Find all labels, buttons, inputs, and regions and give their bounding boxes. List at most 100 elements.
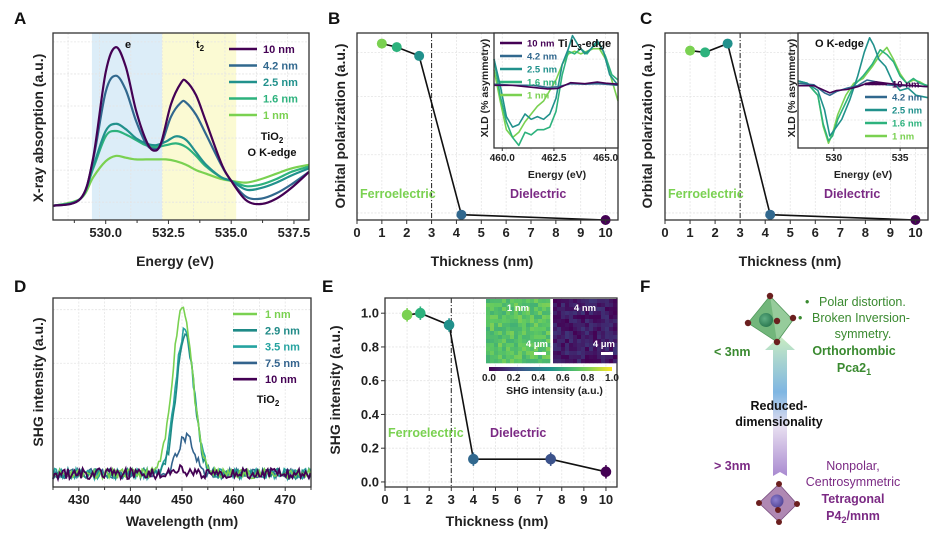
c-dielectric-label: Dielectric: [824, 187, 880, 201]
heatmap-cell: [498, 335, 503, 340]
inset-background: [494, 33, 618, 148]
series-line-4-2-nm: [52, 74, 310, 207]
x-tick-label: 9: [887, 225, 894, 240]
heatmap-cell: [565, 315, 570, 320]
heatmap-cell: [569, 327, 574, 332]
heatmap-cell: [597, 307, 602, 312]
inset-frame: [493, 32, 619, 149]
heatmap-cell: [593, 359, 598, 364]
heatmap-cell: [557, 347, 562, 352]
panel-d-shg-spectra: 430 440 450 460 470 1 nm 2.9 nm 3.5 nm 7.5 nm 10 …: [52, 297, 312, 507]
heatmap-cell: [526, 343, 531, 348]
heatmap-cell: [514, 299, 519, 304]
heatmap-cell: [514, 327, 519, 332]
data-point: [685, 45, 696, 56]
heatmap-cell: [613, 331, 618, 336]
heatmap-cell: [569, 319, 574, 324]
polar-distortion-text: Polar distortion.: [819, 295, 906, 309]
heatmap-cell: [502, 331, 507, 336]
legend-label: 7.5 nm: [265, 358, 300, 370]
x-tick-label: 8: [862, 225, 869, 240]
c-inset-xlabel: Energy (eV): [834, 169, 892, 181]
heatmap-cell: [561, 359, 566, 364]
heatmap-cell: [542, 347, 547, 352]
heatmap-cell: [605, 335, 610, 340]
heatmap-cell: [510, 335, 515, 340]
heatmap-cell: [557, 303, 562, 308]
legend-label: 4.2 nm: [263, 61, 298, 73]
e-dielectric-label: Dielectric: [490, 426, 546, 440]
heatmap-cell: [534, 319, 539, 324]
heatmap-cell: [534, 339, 539, 344]
heatmap-cell: [498, 303, 503, 308]
legend-label: 10 nm: [263, 44, 295, 56]
bullet-1: •: [805, 295, 809, 309]
heatmap-cell: [553, 315, 558, 320]
heatmap-title: 4 nm: [574, 303, 596, 314]
inset-series-2-5-nm: [797, 37, 929, 137]
heatmap-cell: [526, 335, 531, 340]
heatmap-cell: [581, 299, 586, 304]
heatmap-cell: [502, 299, 507, 304]
tetragonal-text: Tetragonal: [822, 492, 885, 506]
heatmap-cell: [589, 343, 594, 348]
heatmap-cell: [522, 355, 527, 360]
heatmap-cell: [522, 343, 527, 348]
heatmap-cell: [542, 327, 547, 332]
heatmap-cell: [494, 343, 499, 348]
panel-label-d: D: [14, 277, 26, 296]
x-tick-label: 537.5: [278, 225, 311, 240]
x-tick-label: 1: [686, 225, 693, 240]
heatmap-cell: [569, 315, 574, 320]
heatmap-cell: [605, 339, 610, 344]
orthorhombic-text: Orthorhombic: [812, 344, 895, 358]
heatmap-cell: [542, 303, 547, 308]
heatmap-cell: [577, 311, 582, 316]
heatmap-cell: [486, 351, 491, 356]
broken-inversion-text: Broken Inversion-: [812, 311, 910, 325]
heatmap-cell: [542, 311, 547, 316]
heatmap-cell: [538, 299, 543, 304]
series-line-1-nm: [52, 154, 310, 207]
x-tick-label: 6: [503, 225, 510, 240]
heatmap-cell: [530, 315, 535, 320]
panel-a-annotations: e t2 TiO2 O K-edge: [125, 39, 296, 159]
x-tick-label: 3: [428, 225, 435, 240]
heatmap-cell: [534, 311, 539, 316]
heatmap-cell: [569, 347, 574, 352]
heatmap-cell: [613, 327, 618, 332]
x-tick-label: 535.0: [215, 225, 248, 240]
heatmap-cell: [593, 303, 598, 308]
heatmap-cell: [538, 343, 543, 348]
heatmap-cell: [609, 331, 614, 336]
heatmap-cell: [569, 351, 574, 356]
heatmap-cell: [494, 303, 499, 308]
heatmap-cell: [593, 339, 598, 344]
heatmap-cell: [597, 347, 602, 352]
heatmap-cell: [514, 307, 519, 312]
heatmap-cell: [538, 327, 543, 332]
spectrum-line-10-nm: [52, 463, 312, 483]
heatmap-cell: [553, 355, 558, 360]
heatmap-cell: [514, 311, 519, 316]
heatmap-cell: [522, 347, 527, 352]
heatmap-cell: [581, 343, 586, 348]
heatmap-cell: [490, 323, 495, 328]
heatmap-cell: [506, 303, 511, 308]
data-point: [456, 209, 467, 220]
heatmap-cell: [557, 299, 562, 304]
heatmap-cell: [494, 335, 499, 340]
x-tick-label: 470: [274, 492, 296, 507]
heatmap-cell: [506, 343, 511, 348]
heatmap-cell: [506, 351, 511, 356]
heatmap-cell: [561, 319, 566, 324]
heatmap-cell: [605, 299, 610, 304]
heatmap-cell: [577, 339, 582, 344]
legend-label: 2.9 nm: [265, 325, 300, 337]
x-tick-label: 3: [737, 225, 744, 240]
heatmap-cell: [593, 323, 598, 328]
heatmap-cell: [573, 307, 578, 312]
heatmap-cell: [601, 315, 606, 320]
heatmap-cell: [553, 331, 558, 336]
heatmap-cell: [589, 335, 594, 340]
